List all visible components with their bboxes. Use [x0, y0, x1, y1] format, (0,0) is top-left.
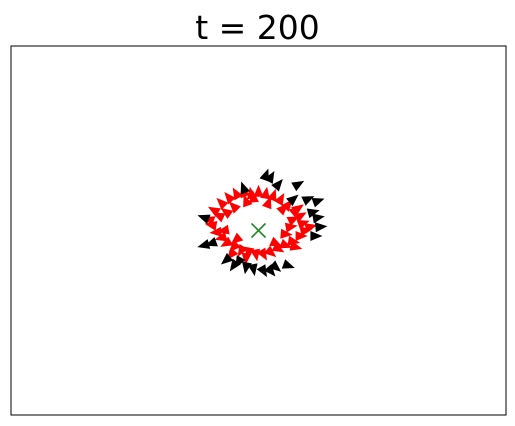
- series-0-point-28: [209, 226, 222, 237]
- series-0-point-44: [304, 223, 318, 233]
- series-1-point-2: [240, 181, 251, 195]
- series-0-point-33: [261, 196, 272, 210]
- series-0-point-41: [212, 212, 226, 223]
- series-1-point-14: [263, 264, 276, 277]
- series-0-point-46: [241, 252, 252, 266]
- plot-marks: [197, 168, 328, 278]
- series-1-point-19: [220, 252, 234, 265]
- series-0-point-31: [228, 201, 241, 214]
- series-0-point-21: [256, 247, 267, 261]
- series-1-point-4: [291, 180, 305, 192]
- series-0-point-42: [248, 190, 259, 203]
- series-1-point-22: [197, 214, 211, 225]
- series-0-point-16: [295, 231, 308, 241]
- series-0-point-34: [276, 203, 289, 216]
- series-0-point-26: [220, 236, 234, 247]
- series-0-point-45: [289, 240, 303, 251]
- series-0-point-10: [273, 193, 285, 206]
- series-0-point-39: [230, 232, 244, 245]
- series-0-point-30: [220, 207, 234, 219]
- series-1-point-23: [242, 261, 252, 275]
- series-0-point-38: [269, 236, 283, 247]
- series-0-point-8: [260, 186, 270, 200]
- series-0-point-18: [279, 238, 293, 249]
- series-1-point-5: [286, 194, 299, 207]
- chart-title: t = 200: [195, 8, 320, 47]
- series-0-point-22: [250, 248, 261, 262]
- series-0-point-4: [232, 187, 244, 201]
- series-1-point-13: [268, 260, 282, 272]
- series-1-point-18: [229, 258, 241, 272]
- series-1-point-16: [247, 263, 258, 277]
- series-1-point-20: [197, 239, 211, 249]
- series-0-point-36: [284, 222, 298, 233]
- series-1-point-12: [281, 259, 295, 269]
- series-1-point-6: [301, 196, 315, 206]
- series-0-point-19: [271, 242, 285, 253]
- series-0-point-43: [291, 204, 304, 216]
- series-0-point-29: [204, 220, 218, 231]
- center-marker: [250, 222, 267, 239]
- series-0-point-35: [286, 216, 300, 227]
- series-1-point-21: [204, 236, 218, 247]
- series-1-point-3: [271, 179, 283, 192]
- series-1-point-8: [306, 208, 320, 219]
- series-1-point-9: [312, 213, 325, 224]
- series-0-point-20: [263, 245, 277, 258]
- series-1-point-7: [311, 198, 325, 208]
- series-1-point-1: [264, 170, 275, 184]
- series-1-point-11: [310, 231, 323, 241]
- series-0-point-32: [243, 194, 253, 208]
- series-0-point-2: [216, 197, 229, 210]
- series-0-point-3: [224, 191, 236, 205]
- series-0-point-1: [207, 206, 221, 218]
- series-0-point-37: [280, 228, 293, 239]
- series-0-point-17: [287, 235, 301, 246]
- series-1-point-10: [314, 222, 328, 233]
- series-0-point-40: [216, 224, 230, 235]
- series-0-point-7: [253, 184, 264, 197]
- series-1-point-15: [256, 264, 267, 278]
